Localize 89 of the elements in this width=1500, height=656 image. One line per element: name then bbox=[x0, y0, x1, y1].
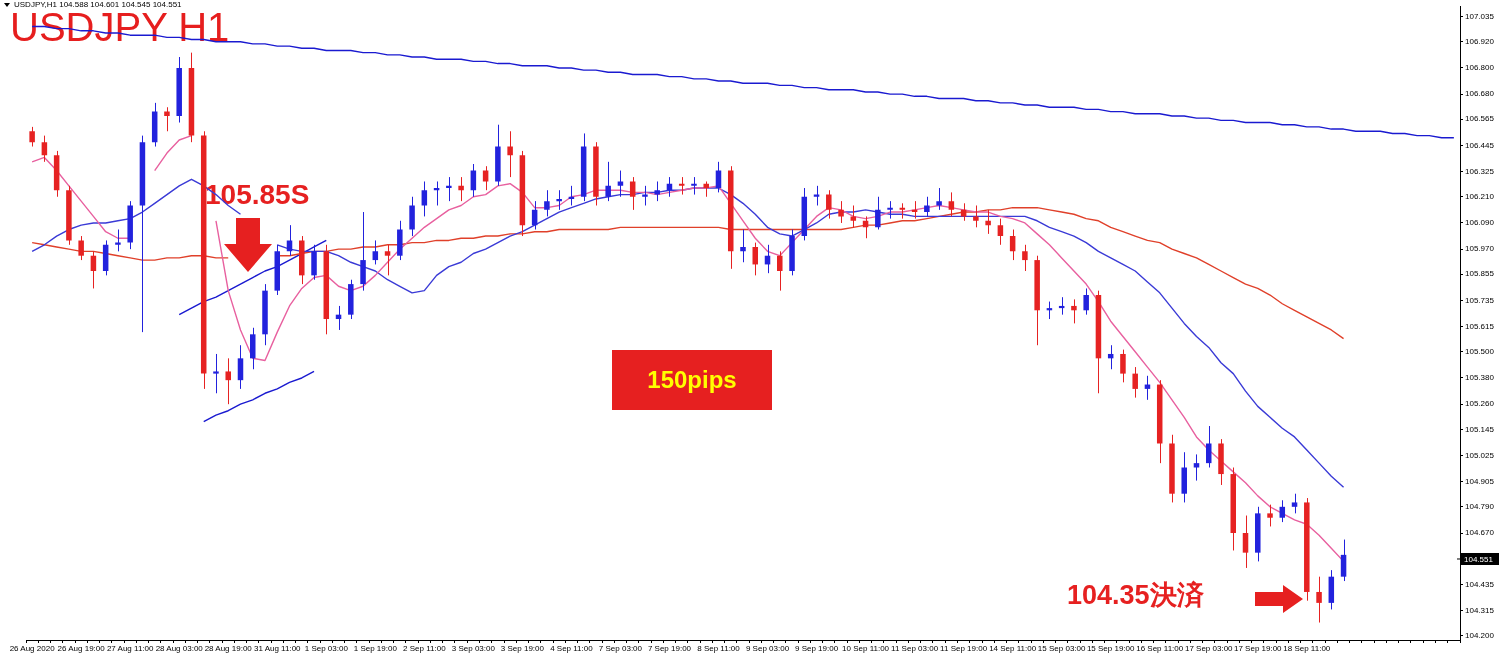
x-tick-label: 14 Sep 11:00 bbox=[989, 644, 1037, 653]
x-tick-label: 31 Aug 11:00 bbox=[253, 644, 302, 653]
y-tick-label: 107.035 bbox=[1465, 11, 1495, 21]
y-tick-label: 106.680 bbox=[1465, 89, 1495, 99]
x-tick-label: 27 Aug 11:00 bbox=[106, 644, 155, 653]
candlestick bbox=[78, 235, 84, 261]
candlestick bbox=[1022, 244, 1028, 272]
candlestick bbox=[973, 204, 979, 228]
y-tick-label: 105.500 bbox=[1465, 346, 1495, 356]
x-tick-label: 17 Sep 19:00 bbox=[1233, 644, 1283, 653]
candlestick bbox=[1218, 438, 1224, 486]
x-tick-label: 10 Sep 11:00 bbox=[842, 644, 890, 653]
candlestick bbox=[249, 327, 256, 370]
y-tick-label: 105.260 bbox=[1465, 399, 1495, 409]
y-tick-label: 105.380 bbox=[1465, 373, 1495, 383]
candlestick bbox=[1304, 497, 1310, 602]
x-tick-label: 11 Sep 03:00 bbox=[891, 644, 939, 653]
y-tick-label: 106.325 bbox=[1465, 166, 1495, 176]
candlestick bbox=[348, 279, 354, 320]
y-tick-label: 104.315 bbox=[1465, 605, 1495, 615]
y-tick-label: 104.905 bbox=[1465, 476, 1495, 486]
candlestick bbox=[1181, 451, 1187, 503]
x-tick-label: 28 Aug 19:00 bbox=[204, 644, 253, 653]
candlestick bbox=[127, 200, 133, 250]
candlestick bbox=[176, 56, 182, 124]
y-tick-label: 105.970 bbox=[1465, 244, 1495, 254]
candlestick bbox=[1267, 504, 1273, 527]
x-tick-label: 8 Sep 11:00 bbox=[697, 644, 741, 653]
x-tick-label: 18 Sep 11:00 bbox=[1283, 644, 1331, 653]
candlestick bbox=[924, 196, 930, 217]
y-tick-label: 106.920 bbox=[1465, 36, 1495, 46]
y-tick-label: 104.200 bbox=[1465, 630, 1495, 640]
x-tick-label: 1 Sep 03:00 bbox=[304, 644, 349, 653]
y-tick-label: 104.670 bbox=[1465, 528, 1495, 538]
x-tick-label: 1 Sep 19:00 bbox=[353, 644, 398, 653]
x-tick-label: 26 Aug 19:00 bbox=[57, 644, 106, 653]
x-tick-label: 7 Sep 19:00 bbox=[647, 644, 692, 653]
y-tick-label: 106.565 bbox=[1465, 114, 1495, 124]
candlestick bbox=[299, 235, 305, 285]
y-tick-label: 105.735 bbox=[1465, 295, 1495, 305]
x-tick-label: 3 Sep 03:00 bbox=[451, 644, 496, 653]
x-tick-label: 7 Sep 03:00 bbox=[598, 644, 643, 653]
y-tick-label: 106.210 bbox=[1465, 191, 1495, 201]
candlestick bbox=[654, 180, 660, 202]
y-tick-label: 105.145 bbox=[1465, 424, 1495, 434]
y-tick-label: 105.615 bbox=[1465, 321, 1495, 331]
x-tick-label: 4 Sep 11:00 bbox=[550, 644, 594, 653]
x-tick-label: 28 Aug 03:00 bbox=[155, 644, 204, 653]
candlestick bbox=[29, 126, 35, 148]
x-tick-label: 26 Aug 2020 bbox=[9, 644, 56, 653]
x-tick-label: 11 Sep 19:00 bbox=[940, 644, 988, 653]
candlestick bbox=[1169, 434, 1175, 503]
candlestick bbox=[1120, 349, 1126, 383]
candlestick bbox=[311, 244, 317, 281]
candlestick bbox=[1034, 255, 1040, 346]
x-tick-label: 15 Sep 03:00 bbox=[1037, 644, 1087, 653]
candlestick bbox=[1255, 506, 1261, 562]
y-tick-label: 105.025 bbox=[1465, 450, 1495, 460]
candlestick bbox=[397, 220, 403, 261]
x-tick-label: 15 Sep 19:00 bbox=[1086, 644, 1136, 653]
annotation: 150pips bbox=[612, 350, 772, 410]
candlestick bbox=[66, 185, 72, 246]
x-tick-label: 9 Sep 03:00 bbox=[745, 644, 790, 653]
y-tick-label: 104.790 bbox=[1465, 502, 1495, 512]
candlestick bbox=[213, 353, 219, 394]
candlestick bbox=[360, 211, 366, 292]
y-tick-label: 106.445 bbox=[1465, 140, 1495, 150]
annotation: 104.35決済 bbox=[1067, 580, 1204, 610]
candlestick bbox=[544, 189, 550, 217]
candlestick bbox=[409, 196, 415, 237]
candlestick bbox=[1316, 576, 1322, 624]
y-tick-label: 106.090 bbox=[1465, 218, 1495, 228]
candlestick bbox=[593, 141, 599, 206]
x-tick-label: 2 Sep 11:00 bbox=[403, 644, 447, 653]
y-tick-label: 104.435 bbox=[1465, 579, 1495, 589]
candlestick bbox=[1205, 425, 1212, 469]
y-tick-label: 106.800 bbox=[1465, 63, 1495, 73]
x-tick-label: 16 Sep 11:00 bbox=[1136, 644, 1184, 653]
x-tick-label: 3 Sep 19:00 bbox=[500, 644, 545, 653]
x-tick-label: 9 Sep 19:00 bbox=[794, 644, 839, 653]
candlestick bbox=[274, 244, 281, 296]
candlestick bbox=[789, 229, 795, 276]
x-tick-label: 17 Sep 03:00 bbox=[1184, 644, 1234, 653]
annotation: 104.551 bbox=[1464, 554, 1494, 564]
y-tick-label: 105.855 bbox=[1465, 269, 1495, 279]
candlestick bbox=[605, 161, 611, 202]
candlestick bbox=[225, 357, 231, 405]
candlestick bbox=[1230, 467, 1237, 551]
candlestick bbox=[727, 165, 734, 270]
